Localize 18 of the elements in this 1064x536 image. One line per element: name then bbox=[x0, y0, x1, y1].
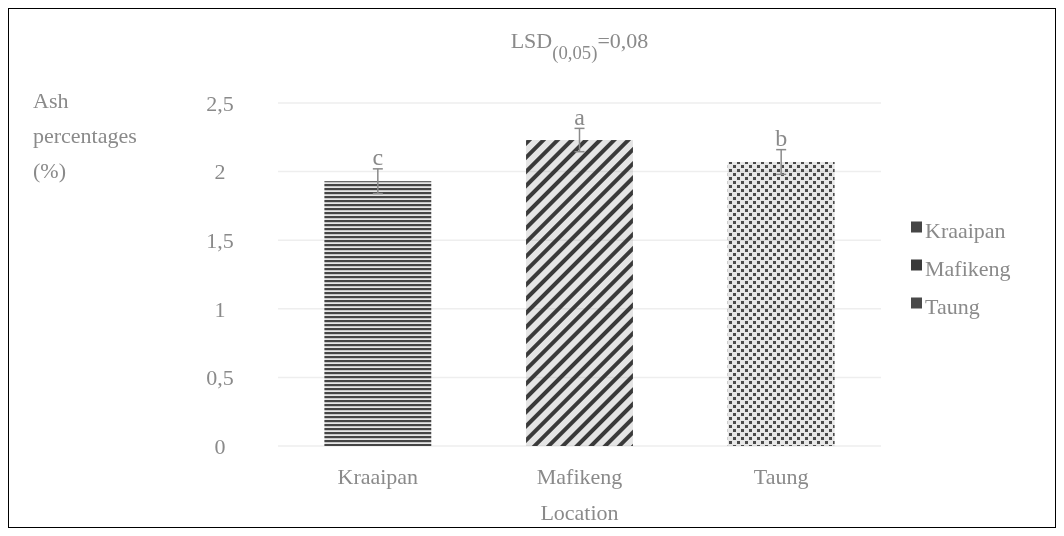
chart-title: LSD$_{(0,05)}$=0,08 bbox=[510, 28, 649, 64]
y-tick-label: 0 bbox=[214, 433, 226, 459]
legend-label: Kraaipan bbox=[925, 218, 1006, 244]
annotation: a bbox=[574, 104, 586, 131]
annotation: b bbox=[775, 124, 788, 151]
y-tick-label: 2 bbox=[214, 159, 226, 185]
x-tick-label: Taung bbox=[753, 464, 809, 489]
legend-label: Taung bbox=[925, 294, 980, 320]
x-tick-label: Mafikeng bbox=[536, 464, 623, 489]
x-axis-title: Location bbox=[540, 500, 619, 525]
y-axis-title: Ash percentages (%) bbox=[33, 88, 137, 183]
annotation: c bbox=[372, 143, 384, 170]
x-tick-label: Kraaipan bbox=[337, 464, 419, 489]
y-tick-label: 1 bbox=[214, 296, 226, 322]
y-tick-label: 2,5 bbox=[206, 90, 234, 116]
legend-label: Mafikeng bbox=[925, 256, 1011, 282]
y-tick-label: 1,5 bbox=[206, 227, 234, 253]
y-tick-label: 0,5 bbox=[206, 365, 234, 391]
